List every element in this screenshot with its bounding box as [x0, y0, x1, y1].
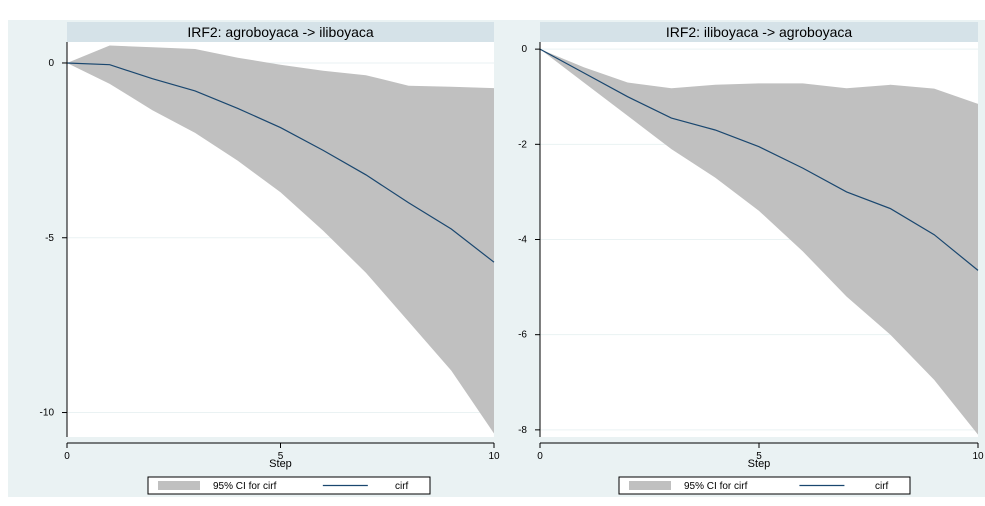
legend-label-cirf: cirf: [395, 481, 409, 492]
legend-label-ci: 95% CI for cirf: [213, 481, 277, 492]
chart-title-bar: [540, 22, 978, 42]
x-axis-title: Step: [269, 458, 292, 470]
legend-label-cirf: cirf: [875, 481, 889, 492]
y-tick-label: -10: [40, 408, 55, 419]
x-tick-label: 10: [972, 451, 984, 462]
x-tick-label: 0: [537, 451, 543, 462]
x-tick-label: 5: [278, 451, 284, 462]
x-tick-label: 5: [756, 451, 762, 462]
cirf-line: [66, 62, 495, 263]
chart-title-bar: [67, 22, 494, 42]
legend-swatch-ci: [158, 481, 200, 490]
legend-box: [147, 476, 431, 495]
x-axis-title: Step: [748, 458, 771, 470]
ci-band: [540, 49, 978, 435]
y-tick-label: -8: [518, 425, 527, 436]
y-tick-label: -6: [518, 330, 527, 341]
y-tick-label: -2: [518, 139, 527, 150]
cirf-line: [539, 48, 979, 271]
chart-title: IRF2: agroboyaca -> iliboyaca: [187, 24, 374, 40]
y-tick-label: 0: [521, 44, 527, 55]
chart-panel-1: IRF2: agroboyaca -> iliboyaca 0 -5 -10 0 5 10 S…: [8, 20, 513, 497]
legend-box: [618, 476, 911, 495]
legend-swatch-ci: [629, 481, 671, 490]
x-tick-label: 10: [488, 451, 500, 462]
x-tick-label: 0: [64, 451, 70, 462]
y-tick-label: -5: [45, 233, 54, 244]
chart-panel-2: IRF2: iliboyaca -> agroboyaca 0 -2 -4 -6 -8 0 5…: [510, 20, 985, 497]
y-tick-label: 0: [48, 58, 54, 69]
legend-label-ci: 95% CI for cirf: [684, 481, 748, 492]
ci-band: [67, 45, 494, 434]
y-tick-label: -4: [518, 235, 527, 246]
chart-title: IRF2: iliboyaca -> agroboyaca: [666, 24, 853, 40]
